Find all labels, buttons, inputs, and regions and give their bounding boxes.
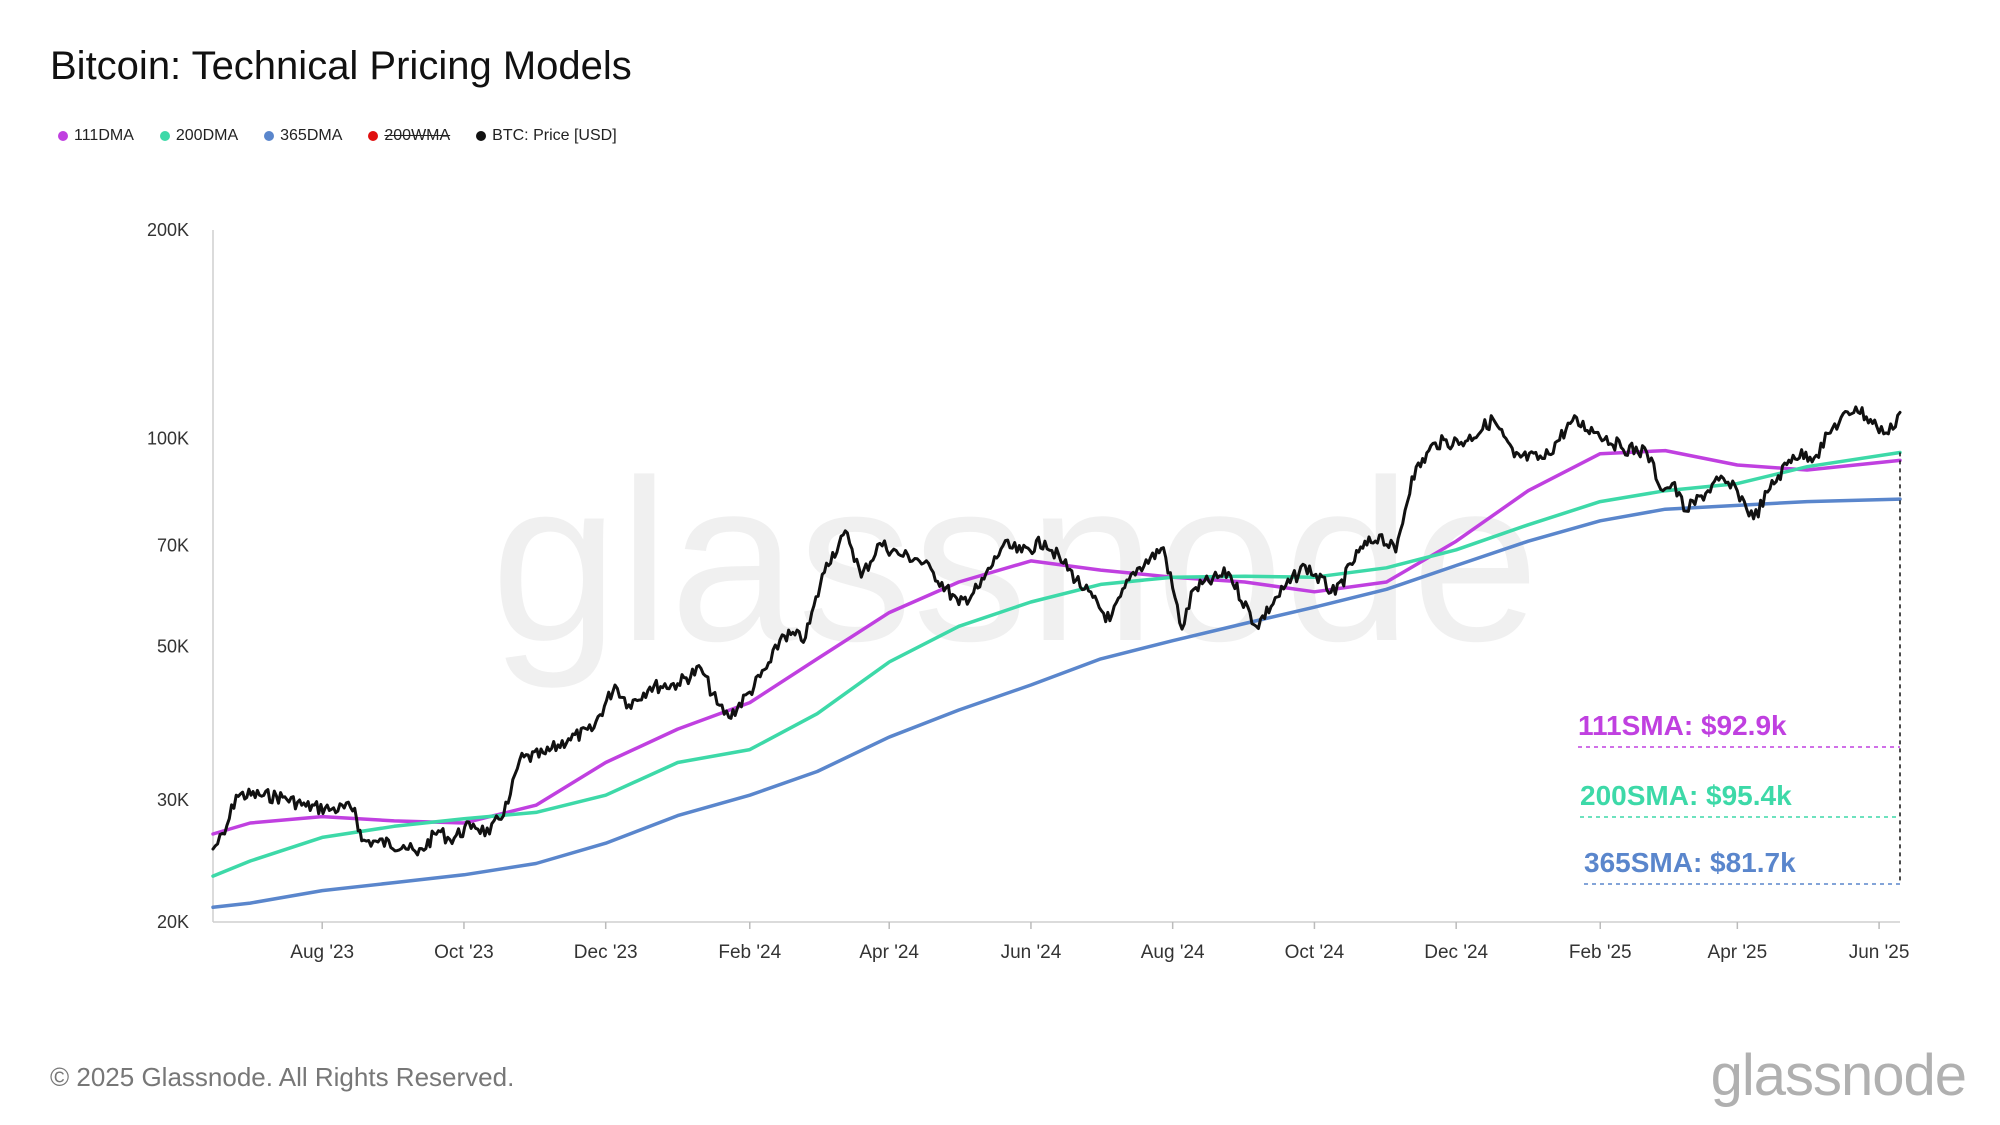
legend-item-200wma[interactable]: 200WMA xyxy=(368,127,450,145)
legend-label: 200DMA xyxy=(175,127,239,144)
series-200dma-line xyxy=(211,450,1902,878)
y-tick-label: 20K xyxy=(157,912,189,932)
x-tick-label: Aug '24 xyxy=(1141,942,1205,963)
x-tick-label: Feb '24 xyxy=(718,942,781,963)
y-tick-label: 30K xyxy=(157,790,189,810)
legend-dot-icon xyxy=(58,131,68,141)
series-btc-price-line xyxy=(211,405,1902,857)
legend-label: 200WMA xyxy=(384,127,451,144)
y-tick-label: 50K xyxy=(157,637,189,657)
legend-item-365dma[interactable]: 365DMA xyxy=(264,127,342,145)
x-tick-label: Apr '24 xyxy=(859,942,919,963)
y-tick-label: 200K xyxy=(147,220,189,240)
x-tick-label: Apr '25 xyxy=(1708,942,1768,963)
chart-title: Bitcoin: Technical Pricing Models xyxy=(50,44,632,88)
y-tick-label: 70K xyxy=(157,536,189,556)
x-tick-label: Jun '25 xyxy=(1849,942,1910,963)
x-tick-label: Feb '25 xyxy=(1569,942,1632,963)
chart-legend: 111DMA 200DMA 365DMA 200WMA BTC: Price [… xyxy=(58,127,617,145)
y-tick-label: 100K xyxy=(147,428,189,448)
series-365dma-line xyxy=(211,497,1902,910)
x-tick-label: Jun '24 xyxy=(1001,942,1062,963)
legend-dot-icon xyxy=(264,131,275,141)
x-tick-label: Oct '23 xyxy=(434,942,494,963)
watermark-text: glassnode xyxy=(491,432,1540,689)
annotation-365sma-label: 365SMA: $81.7k xyxy=(1584,847,1796,878)
x-tick-label: Dec '23 xyxy=(574,942,638,963)
legend-dot-icon xyxy=(159,131,170,141)
legend-dot-icon xyxy=(368,131,379,141)
x-tick-label: Aug '23 xyxy=(290,942,354,963)
footer-logo: glassnode xyxy=(1710,1043,1967,1108)
legend-label: 111DMA xyxy=(74,127,134,144)
annotation-111sma-label: 111SMA: $92.9k xyxy=(1578,710,1787,741)
x-tick-label: Oct '24 xyxy=(1285,942,1345,963)
legend-item-200dma[interactable]: 200DMA xyxy=(159,127,239,145)
legend-dot-icon xyxy=(476,131,487,141)
legend-item-111dma[interactable]: 111DMA xyxy=(58,127,134,145)
legend-label: 365DMA xyxy=(280,127,343,144)
series-111dma-line xyxy=(211,448,1902,836)
legend-item-btc-price[interactable]: BTC: Price [USD] xyxy=(476,127,617,145)
footer-copyright: © 2025 Glassnode. All Rights Reserved. xyxy=(50,1062,515,1092)
annotation-200sma-label: 200SMA: $95.4k xyxy=(1580,780,1792,811)
x-tick-label: Dec '24 xyxy=(1424,942,1488,963)
legend-label: BTC: Price [USD] xyxy=(492,127,617,144)
